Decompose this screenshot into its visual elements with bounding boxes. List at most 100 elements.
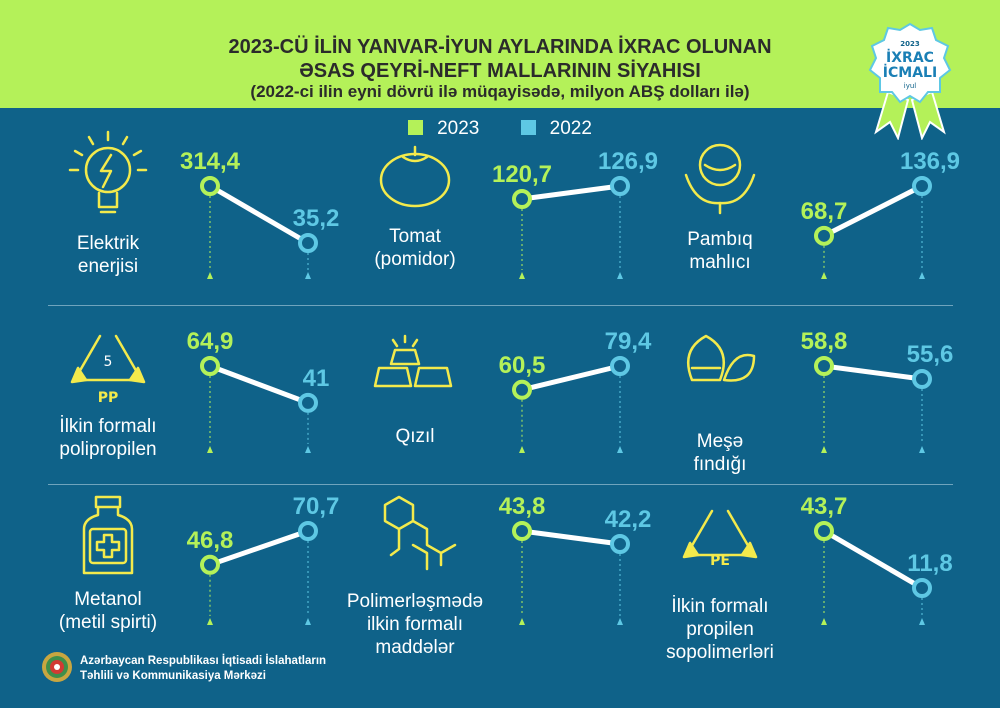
org-name-line2: Təhlili və Kommunikasiya Mərkəzi [80, 670, 266, 682]
product-name-line: enerjisi [77, 256, 139, 277]
mini-chart [512, 176, 630, 279]
mini-chart [512, 521, 630, 625]
connector-line [209, 528, 309, 568]
connector-line [521, 528, 621, 547]
badge-year: 2023 [900, 40, 920, 48]
product-name-line: (metil spirti) [58, 612, 158, 633]
point-2023 [512, 379, 532, 400]
legend-item-2023: 2023 [408, 118, 479, 140]
axis-marker-2023 [519, 618, 525, 625]
product-name-line: Pambıq [687, 229, 753, 250]
value-label-2022: 126,9 [597, 148, 659, 175]
mini-chart [200, 176, 318, 279]
product-name-line: (pomidor) [374, 249, 456, 270]
product-name-line: Meşə [696, 431, 744, 452]
axis-marker-2022 [919, 272, 925, 279]
point-2023 [200, 176, 220, 196]
value-label-2023: 46,8 [186, 526, 234, 554]
product-name-line: ilkin formalı [366, 614, 464, 635]
product-name-line: maddələr [375, 637, 455, 658]
product-name-line: propilen [686, 619, 754, 640]
value-label-2023: 43,7 [800, 493, 848, 520]
value-label-2022: 11,8 [907, 550, 953, 577]
value-label-2022: 41 [302, 364, 330, 392]
connector-line [822, 183, 924, 239]
connector-line [521, 363, 621, 393]
product-name-line: Metanol [74, 589, 142, 610]
product-name-line: İlkin formalı [59, 416, 157, 437]
state-emblem-icon [42, 652, 72, 682]
point-2022 [912, 369, 932, 389]
point-2022 [298, 521, 318, 541]
product-name: Qızıl [330, 425, 500, 448]
connector-line [208, 183, 310, 246]
point-2022 [298, 392, 318, 413]
product-name-line: Qızıl [395, 426, 435, 447]
value-label-2022: 42,2 [604, 506, 652, 533]
point-2023 [200, 554, 220, 575]
mini-chart [200, 521, 318, 625]
point-2022 [912, 578, 932, 598]
mini-chart [814, 356, 932, 453]
resin-code-label: PP [98, 390, 119, 406]
value-label-2022: 70,7 [292, 493, 340, 520]
badge-line2: İCMALI [883, 64, 937, 81]
product-name: Metanol (metil spirti) [23, 588, 193, 634]
legend-label-2022: 2022 [549, 118, 592, 139]
row-divider [48, 305, 953, 306]
row-divider [48, 484, 953, 485]
molecule-icon [383, 495, 457, 571]
value-label-2023: 68,7 [800, 197, 848, 225]
value-label-2022: 55,6 [906, 341, 954, 368]
mini-chart [814, 176, 932, 279]
legend-item-2022: 2022 [520, 118, 592, 140]
product-name-line: fındığı [693, 454, 747, 475]
product-name: Tomat (pomidor) [330, 225, 500, 271]
axis-marker-2023 [207, 618, 213, 625]
value-label-2023: 120,7 [491, 161, 553, 188]
value-label-2022: 35,2 [292, 205, 340, 232]
badge-month: iyul [904, 82, 917, 90]
product-name-line: mahlıcı [689, 252, 751, 273]
tomato-icon [379, 145, 451, 208]
value-label-2023: 43,8 [498, 493, 546, 520]
axis-marker-2022 [305, 618, 311, 625]
product-name-line: İlkin formalı [671, 596, 769, 617]
badge-line1: İXRAC [886, 49, 934, 66]
axis-marker-2023 [821, 272, 827, 279]
product-name: Polimerləşmədə ilkin formalı maddələr [330, 590, 500, 659]
point-2023 [814, 225, 834, 246]
axis-marker-2023 [519, 446, 525, 453]
value-label-2023: 314,4 [179, 148, 241, 175]
medicine-bottle-icon [82, 495, 134, 575]
connector-line [823, 363, 923, 382]
point-2022 [912, 176, 932, 196]
value-label-2022: 136,9 [899, 148, 961, 175]
page-title-line2: ƏSAS QEYRİ-NEFT MALLARININ SİYAHISI [299, 60, 701, 82]
point-2022 [610, 534, 630, 554]
connector-line [209, 363, 309, 406]
product-name: İlkin formalı polipropilen [23, 415, 193, 461]
axis-marker-2023 [207, 272, 213, 279]
axis-marker-2022 [617, 272, 623, 279]
value-label-2023: 64,9 [186, 328, 234, 355]
hazelnut-icon [687, 334, 756, 382]
point-2022 [610, 176, 630, 196]
point-2023 [512, 189, 532, 209]
product-name: Elektrik enerjisi [23, 232, 193, 278]
value-label-2022: 79,4 [604, 328, 652, 355]
product-name-line: Elektrik [76, 233, 140, 254]
axis-marker-2022 [305, 272, 311, 279]
page-subtitle: (2022-ci ilin eyni dövrü ilə müqayisədə,… [250, 82, 750, 101]
export-review-badge-icon: 2023 İXRAC İCMALI iyul [868, 22, 952, 140]
legend-swatch-2023 [408, 120, 424, 135]
connector-line [822, 528, 924, 591]
cotton-icon [684, 143, 756, 215]
product-name-line: polipropilen [59, 439, 157, 460]
resin-code-label: PE [710, 553, 730, 569]
point-2023 [200, 356, 220, 376]
product-name-line: Tomat [389, 226, 441, 247]
axis-marker-2022 [305, 446, 311, 453]
recycle-pe-icon: PE [682, 509, 758, 569]
org-name-line1: Azərbaycan Respublikası İqtisadi İslahat… [80, 655, 327, 667]
